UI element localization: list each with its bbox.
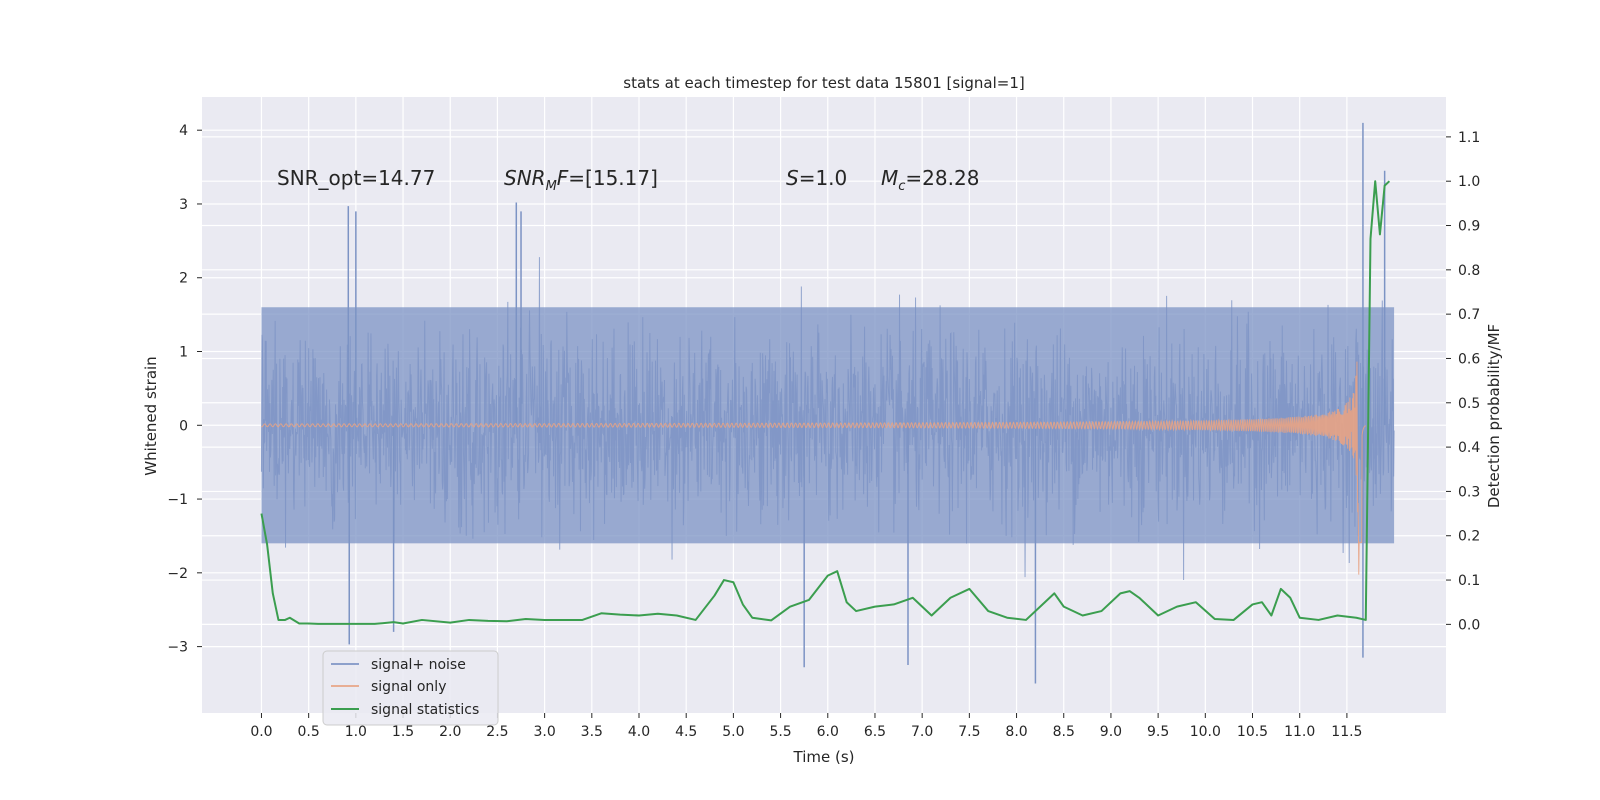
- y-left-axis-ticks: −3 −2 −1 0 1 2 3 4: [167, 123, 202, 656]
- s-value: =1.0: [799, 166, 848, 190]
- y-right-tick-label-3: 0.3: [1458, 484, 1480, 500]
- legend-label-signal-plus-noise: signal+ noise: [371, 657, 466, 673]
- y-right-tick-label-2: 0.2: [1458, 529, 1480, 545]
- x-tick-label-11: 5.5: [769, 724, 791, 740]
- x-tick-label-14: 7.0: [911, 724, 933, 740]
- y-right-tick-label-4: 0.4: [1458, 440, 1480, 456]
- mc-value: =28.28: [905, 166, 979, 190]
- x-axis-ticks: 0.0 0.5 1.0 1.5 2.0 2.5 3.0 3.5 4.0 4.5 5.0 5.5 6.0 6…: [250, 713, 1362, 740]
- y-left-tick-label-6: 3: [179, 197, 188, 213]
- x-tick-label-9: 4.5: [675, 724, 697, 740]
- y-right-tick-label-7: 0.7: [1458, 307, 1480, 323]
- series-signal-statistics: [260, 180, 1391, 625]
- y-right-tick-label-11: 1.1: [1458, 130, 1480, 146]
- x-tick-label-16: 8.0: [1005, 724, 1027, 740]
- x-tick-label-18: 9.0: [1100, 724, 1122, 740]
- chart-title: stats at each timestep for test data 158…: [623, 74, 1024, 92]
- y-left-axis-label: Whitened strain: [142, 356, 160, 475]
- annotation-snr-mf: SNRMF=[15.17]: [504, 166, 658, 194]
- y-right-tick-label-8: 0.8: [1458, 263, 1480, 279]
- snr-mf-symbol: SNR: [504, 166, 546, 190]
- x-tick-label-23: 11.5: [1331, 724, 1362, 740]
- annotation-snr-opt: SNR_opt=14.77: [277, 166, 435, 190]
- x-tick-label-1: 0.5: [298, 724, 320, 740]
- snr-mf-tail: F: [557, 166, 569, 190]
- snr-mf-subscript: M: [546, 179, 557, 194]
- annotation-s: S=1.0: [786, 166, 847, 190]
- y-right-tick-label-10: 1.0: [1458, 174, 1480, 190]
- y-right-axis-ticks: 0.0 0.1 0.2 0.3 0.4 0.5 0.6 0.7 0.8 0.9 1.0 1.1: [1446, 130, 1480, 633]
- y-right-tick-label-6: 0.6: [1458, 351, 1480, 367]
- legend-label-signal-statistics: signal statistics: [371, 702, 479, 718]
- x-tick-label-0: 0.0: [250, 724, 272, 740]
- x-tick-label-19: 9.5: [1147, 724, 1169, 740]
- x-tick-label-13: 6.5: [864, 724, 886, 740]
- x-tick-label-6: 3.0: [533, 724, 555, 740]
- x-axis-label: Time (s): [793, 748, 855, 766]
- x-tick-label-7: 3.5: [581, 724, 603, 740]
- x-tick-label-12: 6.0: [817, 724, 839, 740]
- y-right-tick-label-0: 0.0: [1458, 617, 1480, 633]
- s-symbol: S: [786, 166, 799, 190]
- x-tick-label-17: 8.5: [1053, 724, 1075, 740]
- legend-label-signal-only: signal only: [371, 679, 446, 695]
- legend-box: [322, 650, 499, 726]
- x-tick-label-3: 1.5: [392, 724, 414, 740]
- y-right-tick-label-5: 0.5: [1458, 396, 1480, 412]
- x-tick-label-8: 4.0: [628, 724, 650, 740]
- annotation-mc: Mc=28.28: [881, 166, 979, 194]
- snr-mf-value: =[15.17]: [568, 166, 658, 190]
- x-tick-label-21: 10.5: [1237, 724, 1268, 740]
- y-left-tick-label-1: −2: [167, 566, 188, 582]
- x-tick-label-5: 2.5: [486, 724, 508, 740]
- signal-only-line: [261, 361, 1366, 575]
- mc-subscript: c: [898, 179, 905, 194]
- y-left-tick-label-0: −3: [167, 640, 188, 656]
- x-tick-label-20: 10.0: [1190, 724, 1221, 740]
- x-tick-label-22: 11.0: [1284, 724, 1315, 740]
- y-left-tick-label-3: 0: [179, 418, 188, 434]
- y-left-tick-label-4: 1: [179, 345, 188, 361]
- mc-symbol: M: [881, 166, 898, 190]
- x-tick-label-15: 7.5: [958, 724, 980, 740]
- y-right-tick-label-1: 0.1: [1458, 573, 1480, 589]
- annotations: SNR_opt=14.77 SNRMF=[15.17] S=1.0 Mc=28.…: [277, 166, 979, 194]
- y-left-tick-label-2: −1: [167, 492, 188, 508]
- y-left-tick-label-7: 4: [179, 123, 188, 139]
- x-tick-label-2: 1.0: [345, 724, 367, 740]
- x-tick-label-4: 2.0: [439, 724, 461, 740]
- series-signal-only: [261, 361, 1366, 575]
- y-right-axis-label: Detection probability/MF: [1485, 324, 1503, 508]
- y-right-tick-label-9: 0.9: [1458, 219, 1480, 235]
- signal-statistics-line: [260, 180, 1391, 625]
- y-left-tick-label-5: 2: [179, 271, 188, 287]
- legend: signal+ noise signal only signal statist…: [322, 650, 499, 726]
- x-tick-label-10: 5.0: [722, 724, 744, 740]
